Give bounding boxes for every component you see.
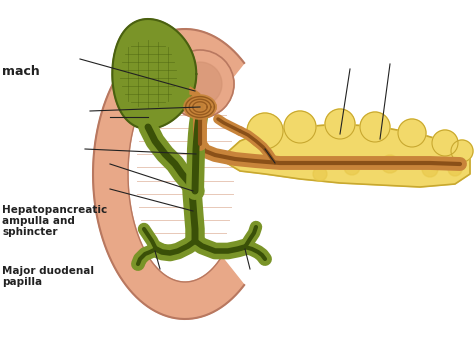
Text: papilla: papilla	[2, 277, 43, 287]
Circle shape	[432, 130, 458, 156]
Text: Hepatopancreatic: Hepatopancreatic	[2, 205, 108, 215]
Circle shape	[381, 155, 399, 173]
Circle shape	[422, 161, 438, 177]
Circle shape	[360, 112, 390, 142]
Circle shape	[448, 162, 462, 176]
Text: Major duodenal: Major duodenal	[2, 266, 94, 276]
Polygon shape	[112, 19, 196, 129]
Ellipse shape	[189, 99, 211, 115]
Circle shape	[166, 50, 234, 118]
Text: ampulla and: ampulla and	[2, 216, 75, 226]
Text: Accessory pancreatic duct: Accessory pancreatic duct	[263, 140, 418, 150]
Circle shape	[451, 140, 473, 162]
Circle shape	[178, 62, 222, 106]
Circle shape	[325, 109, 355, 139]
Circle shape	[313, 167, 327, 181]
Polygon shape	[93, 29, 244, 319]
Polygon shape	[190, 87, 200, 97]
Polygon shape	[220, 124, 470, 187]
Circle shape	[398, 119, 426, 147]
Text: sphincter: sphincter	[2, 227, 58, 237]
Circle shape	[247, 113, 283, 149]
Text: mach: mach	[2, 65, 40, 78]
Circle shape	[344, 159, 360, 175]
Circle shape	[284, 111, 316, 143]
